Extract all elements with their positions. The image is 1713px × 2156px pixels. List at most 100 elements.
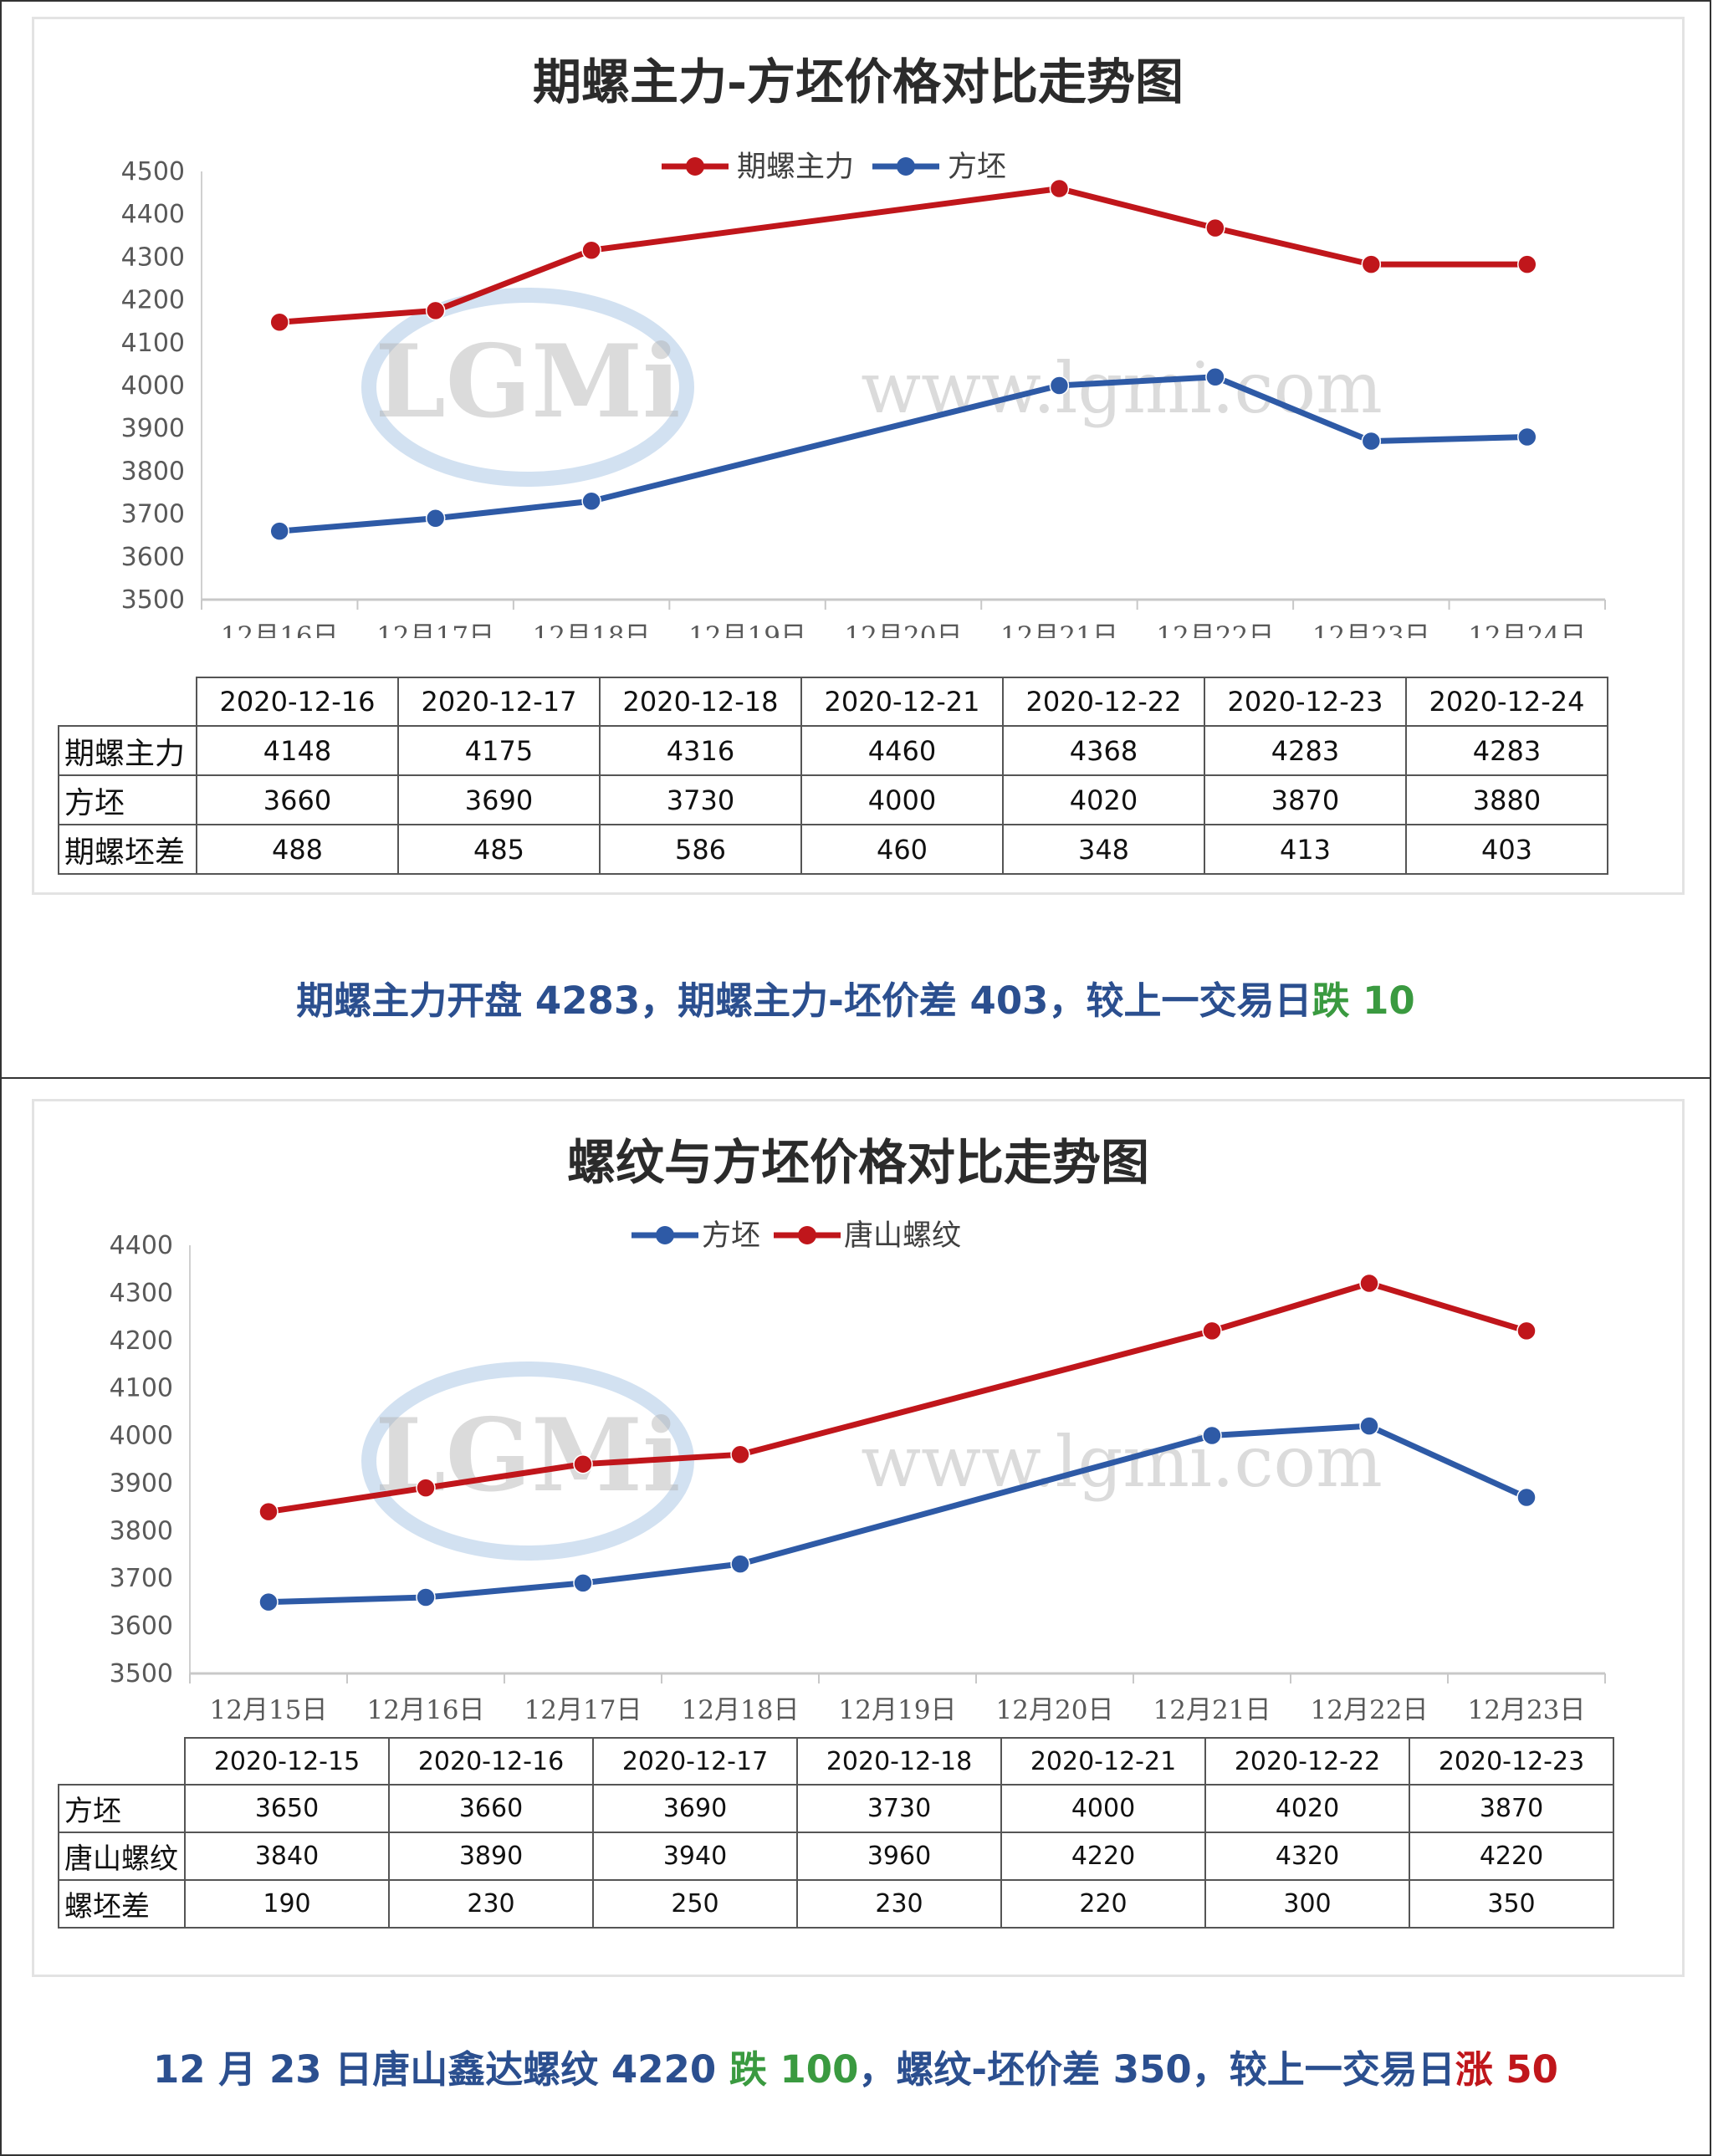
data-point — [1205, 367, 1225, 387]
data-point — [425, 300, 446, 321]
table-cell: 413 — [1204, 824, 1407, 875]
data-point — [1361, 254, 1382, 274]
data-point — [269, 312, 289, 332]
legend-label: 唐山螺纹 — [844, 1219, 961, 1253]
data-point — [1517, 427, 1537, 447]
table-cell: 230 — [388, 1879, 594, 1929]
data-table-1: 2020-12-16 2020-12-17 2020-12-18 2020-12-21… — [58, 677, 1608, 875]
legend-label: 期螺主力 — [737, 151, 854, 184]
table-cell: 586 — [599, 824, 802, 875]
x-tick-label: 12月21日 — [1153, 1695, 1271, 1725]
table-cell: 460 — [800, 824, 1004, 875]
table-cell: 300 — [1204, 1879, 1410, 1929]
data-point — [1517, 254, 1537, 274]
table-row: 期螺坯差 488 485 586 460 348 413 403 — [58, 824, 1608, 875]
table-row-label: 期螺坯差 — [58, 824, 197, 875]
data-point — [581, 240, 601, 260]
watermark-logo: LGMi — [375, 323, 680, 441]
x-tick-label: 12月22日 — [1311, 1695, 1429, 1725]
table-cell: 190 — [184, 1879, 390, 1929]
line-chart-2: LGMi www.lgmi.com350036003700380039004000… — [110, 1219, 1606, 1725]
chart-area-2: 螺纹与方坯价格对比走势图 LGMi www.lgmi.com 3500 3600 370… — [32, 1099, 1685, 1977]
y-tick-label: 3600 — [110, 1612, 173, 1641]
table-cell: 485 — [397, 824, 601, 875]
table-row-label: 方坯 — [58, 1784, 186, 1833]
y-tick-label: 4000 — [121, 371, 185, 401]
y-tick-label: 3700 — [121, 500, 185, 529]
table-row: 方坯 3650 3660 3690 3730 4000 4020 3870 — [58, 1784, 1614, 1833]
table-cell: 3650 — [184, 1784, 390, 1833]
y-tick-label: 4100 — [121, 329, 185, 358]
table-header-cell: 2020-12-16 — [196, 677, 399, 727]
chart-panel-1: 期螺主力-方坯价格对比走势图 LGMi www.lgmi.com 3500 3600 3… — [0, 0, 1711, 1079]
line-chart-1: LGMi www.lgmi.com 3500 3600 3700 3800 3900 4000… — [121, 151, 1606, 638]
x-tick-label: 12月24日 — [1468, 621, 1586, 638]
table-cell: 3940 — [592, 1832, 798, 1881]
x-tick-label: 12月18日 — [533, 621, 651, 638]
table-header-cell: 2020-12-22 — [1002, 677, 1205, 727]
y-tick-label: 3800 — [121, 457, 185, 486]
table-cell: 3660 — [388, 1784, 594, 1833]
y-tick-label: 4200 — [121, 286, 185, 315]
data-point — [269, 521, 289, 541]
x-tick-label: 12月16日 — [367, 1695, 485, 1725]
data-point — [573, 1573, 593, 1593]
caption-segment: 跌 100 — [729, 2047, 859, 2092]
y-tick-label: 3500 — [110, 1659, 173, 1689]
table-cell: 3890 — [388, 1832, 594, 1881]
table-cell: 4320 — [1204, 1832, 1410, 1881]
table-cell: 3880 — [1405, 774, 1608, 825]
table-cell: 350 — [1409, 1879, 1614, 1929]
table-row: 螺坯差 190 230 250 230 220 300 350 — [58, 1879, 1614, 1929]
data-point — [730, 1444, 750, 1465]
y-tick-label: 3500 — [121, 585, 185, 615]
table-header-cell: 2020-12-23 — [1204, 677, 1407, 727]
table-row: 期螺主力 4148 4175 4316 4460 4368 4283 4283 — [58, 725, 1608, 776]
y-tick-label: 3800 — [110, 1516, 173, 1545]
table-cell: 4220 — [1000, 1832, 1206, 1881]
y-tick-label: 4000 — [110, 1422, 173, 1451]
y-tick-label: 3900 — [121, 414, 185, 443]
data-point — [416, 1478, 436, 1498]
x-tick-label: 12月20日 — [845, 621, 963, 638]
legend-marker — [686, 157, 704, 176]
data-point — [1361, 431, 1382, 452]
table-row-label: 期螺主力 — [58, 725, 197, 776]
table-cell: 4316 — [599, 725, 802, 776]
table-cell: 4220 — [1409, 1832, 1614, 1881]
summary-caption-1: 期螺主力开盘 4283，期螺主力-坯价差 403，较上一交易日跌 10 — [2, 970, 1710, 1024]
table-header-cell: 2020-12-22 — [1204, 1737, 1410, 1786]
legend-label: 方坯 — [948, 151, 1006, 184]
table-header-cell: 2020-12-18 — [796, 1737, 1002, 1786]
caption-segment: 跌 10 — [1312, 978, 1415, 1023]
data-point — [1202, 1321, 1222, 1341]
table-header-row: 2020-12-15 2020-12-16 2020-12-17 2020-12-18… — [59, 1737, 1614, 1786]
x-tick-label: 12月17日 — [376, 621, 494, 638]
legend-label: 方坯 — [702, 1219, 760, 1253]
chart-title-2: 螺纹与方坯价格对比走势图 — [566, 1134, 1149, 1191]
table-cell: 348 — [1002, 824, 1205, 875]
x-tick-label: 12月21日 — [1000, 621, 1118, 638]
data-point — [1516, 1487, 1537, 1508]
table-header-row: 2020-12-16 2020-12-17 2020-12-18 2020-12-21… — [59, 677, 1608, 727]
caption-segment: 涨 50 — [1455, 2047, 1558, 2092]
summary-caption-2: 12 月 23 日唐山鑫达螺纹 4220 跌 100，螺纹-坯价差 350，较上… — [2, 2039, 1710, 2093]
x-tick-label: 12月17日 — [524, 1695, 642, 1725]
legend-marker — [798, 1226, 816, 1244]
table-corner — [59, 1738, 186, 1786]
y-tick-label: 4300 — [110, 1279, 173, 1308]
caption-segment: 12 月 23 日唐山鑫达螺纹 4220 — [152, 2047, 729, 2092]
y-tick-label: 4100 — [110, 1374, 173, 1403]
table-cell: 3730 — [796, 1784, 1002, 1833]
table-header-cell: 2020-12-24 — [1405, 677, 1608, 727]
chart-panel-2: 螺纹与方坯价格对比走势图 LGMi www.lgmi.com 3500 3600 370… — [0, 1077, 1711, 2156]
data-point — [1359, 1416, 1379, 1436]
data-point — [1516, 1321, 1537, 1341]
table-row: 唐山螺纹 3840 3890 3940 3960 4220 4320 4220 — [58, 1832, 1614, 1881]
x-tick-label: 12月22日 — [1156, 621, 1274, 638]
table-header-cell: 2020-12-21 — [1000, 1737, 1206, 1786]
table-corner — [59, 677, 197, 727]
table-cell: 3690 — [397, 774, 601, 825]
data-point — [1049, 178, 1070, 199]
x-tick-label: 12月23日 — [1468, 1695, 1586, 1725]
